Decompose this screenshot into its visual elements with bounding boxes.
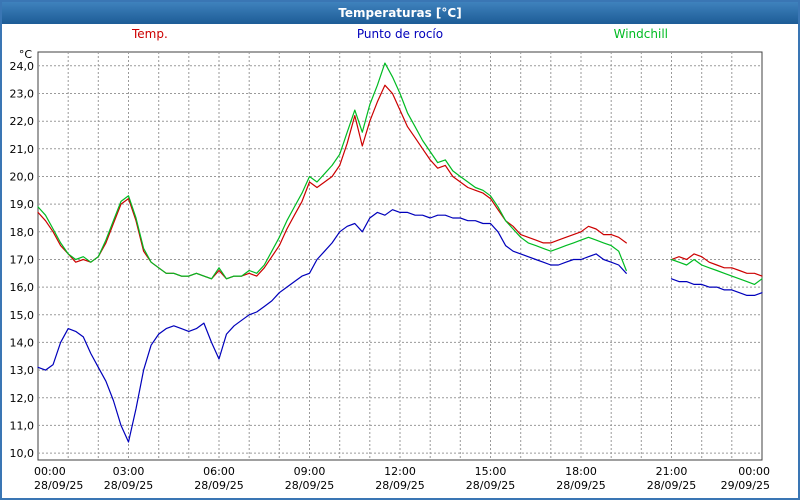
chart-area: 10,0 11,0 12,0 13,0 14,0 15,0 16,0 17,0 18,0 19,0… <box>2 44 798 498</box>
svg-text:18:00: 18:00 <box>565 465 597 478</box>
svg-text:00:00: 00:00 <box>34 465 66 478</box>
svg-text:28/09/25: 28/09/25 <box>104 479 153 492</box>
svg-text:12,0: 12,0 <box>10 392 35 405</box>
svg-text:29/09/25: 29/09/25 <box>721 479 770 492</box>
svg-text:14,0: 14,0 <box>10 336 35 349</box>
title-bar: Temperaturas [°C] <box>2 2 798 24</box>
svg-text:16,0: 16,0 <box>10 281 35 294</box>
svg-text:17,0: 17,0 <box>10 254 35 267</box>
svg-text:09:00: 09:00 <box>294 465 326 478</box>
svg-text:03:00: 03:00 <box>113 465 145 478</box>
svg-text:19,0: 19,0 <box>10 198 35 211</box>
svg-text:15:00: 15:00 <box>475 465 507 478</box>
svg-text:22,0: 22,0 <box>10 115 35 128</box>
svg-text:20,0: 20,0 <box>10 171 35 184</box>
svg-text:28/09/25: 28/09/25 <box>375 479 424 492</box>
svg-text:°C: °C <box>19 48 33 61</box>
svg-text:10,0: 10,0 <box>10 447 35 460</box>
svg-text:28/09/25: 28/09/25 <box>466 479 515 492</box>
legend-item-temp: Temp. <box>132 27 168 41</box>
svg-text:28/09/25: 28/09/25 <box>647 479 696 492</box>
svg-text:23,0: 23,0 <box>10 88 35 101</box>
svg-text:24,0: 24,0 <box>10 60 35 73</box>
temperature-chart-svg: 10,0 11,0 12,0 13,0 14,0 15,0 16,0 17,0 18,0 19,0… <box>10 48 771 492</box>
legend-item-dew-point: Punto de rocío <box>356 27 444 41</box>
svg-text:21:00: 21:00 <box>656 465 688 478</box>
svg-text:15,0: 15,0 <box>10 309 35 322</box>
svg-text:28/09/25: 28/09/25 <box>34 479 83 492</box>
svg-text:06:00: 06:00 <box>203 465 235 478</box>
svg-text:13,0: 13,0 <box>10 364 35 377</box>
svg-text:18,0: 18,0 <box>10 226 35 239</box>
svg-text:11,0: 11,0 <box>10 419 35 432</box>
chart-legend: Temp. Punto de rocío Windchill <box>2 24 798 44</box>
svg-text:28/09/25: 28/09/25 <box>285 479 334 492</box>
svg-text:12:00: 12:00 <box>384 465 416 478</box>
svg-text:21,0: 21,0 <box>10 143 35 156</box>
svg-text:28/09/25: 28/09/25 <box>194 479 243 492</box>
legend-item-windchill: Windchill <box>613 27 668 41</box>
svg-text:28/09/25: 28/09/25 <box>556 479 605 492</box>
chart-title: Temperaturas [°C] <box>338 6 462 20</box>
svg-text:00:00: 00:00 <box>738 465 770 478</box>
